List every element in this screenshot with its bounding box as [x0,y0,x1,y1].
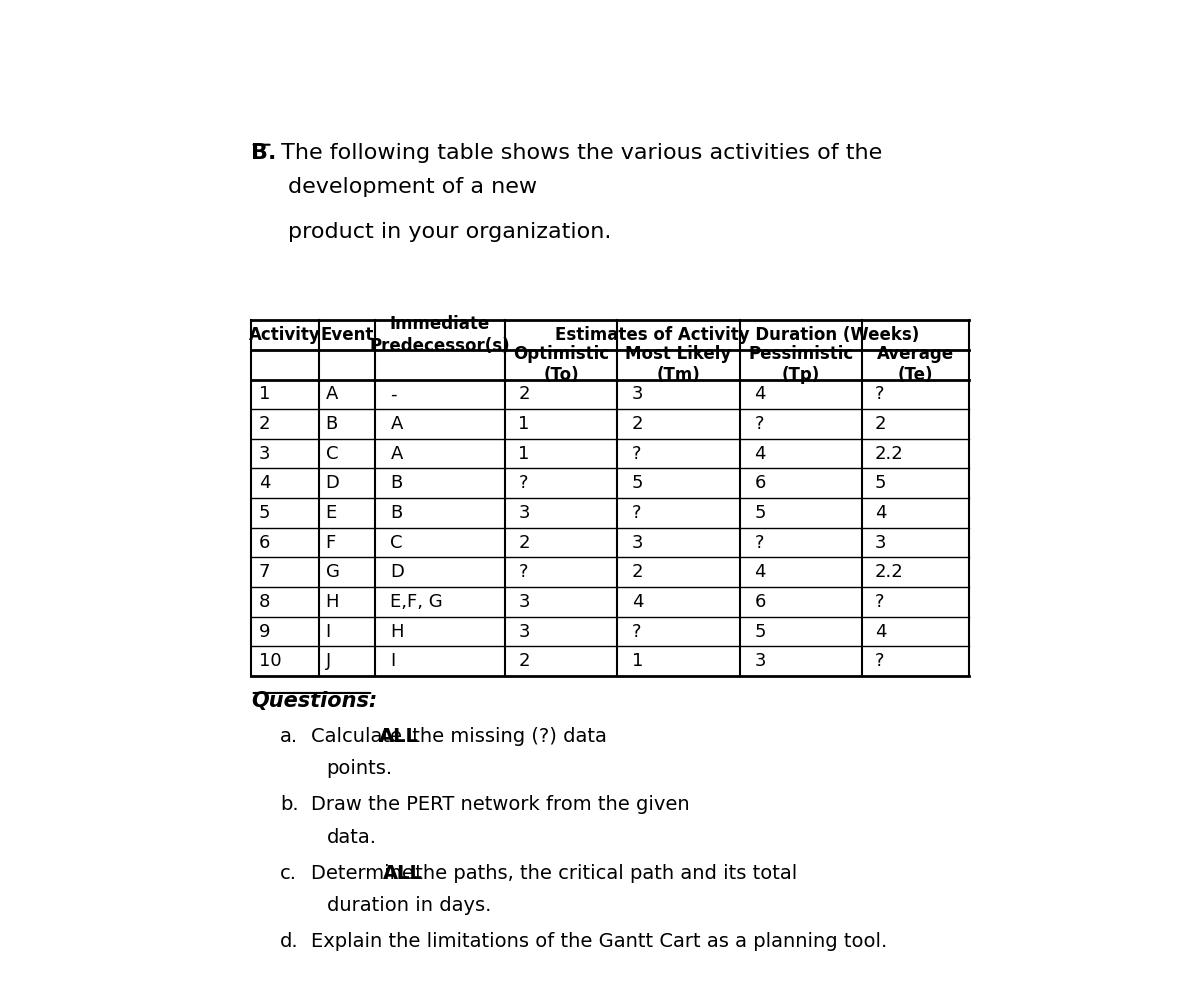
Text: 8: 8 [259,593,270,611]
Text: points.: points. [326,759,392,778]
Text: 5: 5 [755,504,766,522]
Text: E,F, G: E,F, G [390,593,443,611]
Text: ALL: ALL [379,727,419,746]
Text: 2: 2 [259,415,270,433]
Text: C: C [390,534,403,552]
Text: 4: 4 [875,504,887,522]
Text: the missing (?) data: the missing (?) data [406,727,607,746]
Text: 2: 2 [518,653,530,671]
Text: J: J [325,653,331,671]
Text: I: I [325,622,331,640]
Text: 3: 3 [518,622,530,640]
Text: ?: ? [755,415,764,433]
Text: 3: 3 [632,534,643,552]
Text: ?: ? [875,653,884,671]
Text: ?: ? [875,386,884,404]
Text: 7: 7 [259,563,270,581]
Text: D: D [390,563,404,581]
Text: duration in days.: duration in days. [326,896,491,915]
Text: F: F [325,534,336,552]
Text: Calculate: Calculate [311,727,408,746]
Text: 6: 6 [259,534,270,552]
Text: 1: 1 [518,415,530,433]
Text: B.: B. [251,143,276,163]
Text: A: A [325,386,338,404]
Text: ?: ? [875,593,884,611]
Text: 4: 4 [755,563,766,581]
Text: 3: 3 [518,504,530,522]
Text: 5: 5 [259,504,270,522]
Text: 4: 4 [755,445,766,462]
Text: Questions:: Questions: [251,692,377,711]
Text: 3: 3 [259,445,270,462]
Text: The following table shows the various activities of the: The following table shows the various ac… [274,143,882,163]
Text: 5: 5 [632,474,643,492]
Text: c.: c. [281,864,298,883]
Text: ?: ? [755,534,764,552]
Text: ?: ? [632,504,642,522]
Text: I: I [390,653,396,671]
Text: A: A [390,445,403,462]
Text: 2: 2 [518,534,530,552]
Text: Pessimistic
(Tp): Pessimistic (Tp) [749,345,853,384]
Text: 2.2: 2.2 [875,563,904,581]
Text: Estimates of Activity Duration (Weeks): Estimates of Activity Duration (Weeks) [554,326,919,344]
Text: 3: 3 [518,593,530,611]
Text: 4: 4 [875,622,887,640]
Text: Immediate
Predecessor(s): Immediate Predecessor(s) [370,315,510,355]
Text: 4: 4 [755,386,766,404]
Text: 1: 1 [518,445,530,462]
Text: -: - [390,386,397,404]
Text: ?: ? [632,445,642,462]
Text: C: C [325,445,338,462]
Text: Average
(Te): Average (Te) [877,345,954,384]
Text: H: H [390,622,404,640]
Text: Event: Event [320,326,373,344]
Text: Explain the limitations of the Gantt Cart as a planning tool.: Explain the limitations of the Gantt Car… [311,932,888,952]
Text: 3: 3 [632,386,643,404]
Text: 6: 6 [755,474,766,492]
Text: G: G [325,563,340,581]
Text: ALL: ALL [383,864,422,883]
Text: 5: 5 [755,622,766,640]
Text: B: B [390,474,403,492]
Text: development of a new: development of a new [288,177,538,197]
Text: Optimistic
(To): Optimistic (To) [514,345,610,384]
Text: Activity: Activity [248,326,320,344]
Text: H: H [325,593,340,611]
Text: B: B [390,504,403,522]
Text: 10: 10 [259,653,282,671]
Text: data.: data. [326,828,377,847]
Text: 2: 2 [518,386,530,404]
Text: ?: ? [518,474,528,492]
Text: b.: b. [281,796,299,815]
Text: E: E [325,504,337,522]
Text: 2.2: 2.2 [875,445,904,462]
Text: 2: 2 [632,415,643,433]
Text: 5: 5 [875,474,887,492]
Text: 6: 6 [755,593,766,611]
Text: 9: 9 [259,622,270,640]
Text: 4: 4 [259,474,270,492]
Text: Most Likely
(Tm): Most Likely (Tm) [625,345,732,384]
Text: ?: ? [518,563,528,581]
Text: a.: a. [281,727,299,746]
Text: 1: 1 [632,653,643,671]
Text: 4: 4 [632,593,643,611]
Text: Determine: Determine [311,864,420,883]
Text: 3: 3 [755,653,766,671]
Text: 1: 1 [259,386,270,404]
Text: A: A [390,415,403,433]
Text: B: B [325,415,338,433]
Text: D: D [325,474,340,492]
Text: 3: 3 [875,534,887,552]
Text: d.: d. [281,932,299,952]
Text: the paths, the critical path and its total: the paths, the critical path and its tot… [409,864,797,883]
Text: ?: ? [632,622,642,640]
Text: Draw the PERT network from the given: Draw the PERT network from the given [311,796,690,815]
Text: product in your organization.: product in your organization. [288,222,611,242]
Text: 2: 2 [632,563,643,581]
Text: 2: 2 [875,415,887,433]
